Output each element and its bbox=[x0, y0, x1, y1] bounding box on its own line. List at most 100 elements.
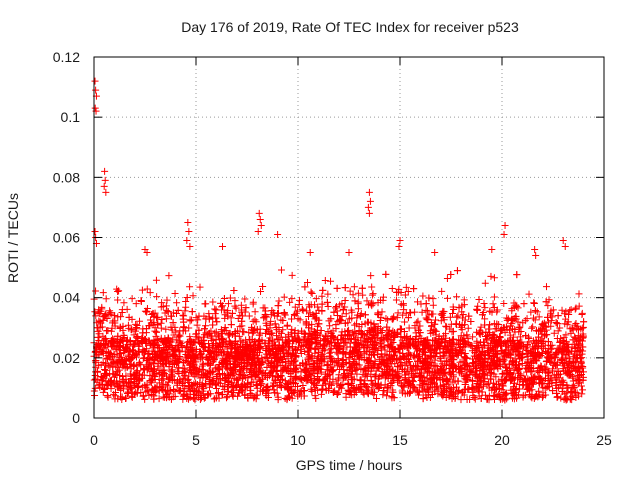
data-point bbox=[218, 330, 226, 338]
data-point bbox=[496, 395, 504, 403]
data-point bbox=[165, 363, 173, 371]
data-point bbox=[336, 301, 344, 309]
data-point bbox=[234, 392, 242, 400]
data-point bbox=[132, 369, 140, 377]
data-point bbox=[396, 349, 404, 357]
data-point bbox=[333, 362, 341, 370]
data-point bbox=[367, 300, 375, 308]
data-point bbox=[555, 384, 563, 392]
data-point bbox=[238, 306, 246, 314]
data-point bbox=[469, 355, 477, 363]
data-point bbox=[446, 325, 454, 333]
data-point bbox=[136, 370, 144, 378]
data-point bbox=[530, 299, 538, 307]
data-point bbox=[340, 366, 348, 374]
data-point bbox=[487, 272, 495, 280]
data-point bbox=[501, 396, 509, 404]
data-point bbox=[135, 360, 143, 368]
data-point bbox=[210, 395, 218, 403]
data-point bbox=[373, 334, 381, 342]
data-point bbox=[202, 300, 210, 308]
data-point bbox=[473, 337, 481, 345]
data-point bbox=[218, 391, 226, 399]
data-point bbox=[473, 305, 481, 313]
data-point bbox=[244, 374, 252, 382]
data-point bbox=[208, 368, 216, 376]
data-point bbox=[189, 292, 197, 300]
data-point bbox=[537, 326, 545, 334]
data-point bbox=[324, 290, 332, 298]
data-point bbox=[200, 325, 208, 333]
data-point bbox=[360, 390, 368, 398]
data-point bbox=[405, 380, 413, 388]
data-point bbox=[489, 300, 497, 308]
data-point bbox=[102, 295, 110, 303]
data-point bbox=[398, 389, 406, 397]
data-point bbox=[194, 316, 202, 324]
data-point bbox=[228, 309, 236, 317]
data-point bbox=[288, 271, 296, 279]
data-point bbox=[406, 351, 414, 359]
data-point bbox=[548, 313, 556, 321]
data-point bbox=[191, 353, 199, 361]
data-point bbox=[197, 351, 205, 359]
data-point bbox=[366, 329, 374, 337]
data-point bbox=[443, 358, 451, 366]
data-point bbox=[527, 348, 535, 356]
data-point bbox=[347, 363, 355, 371]
data-point bbox=[222, 394, 230, 402]
data-point bbox=[119, 322, 127, 330]
data-point bbox=[567, 306, 575, 314]
data-point bbox=[398, 382, 406, 390]
data-point bbox=[241, 391, 249, 399]
data-point bbox=[131, 372, 139, 380]
data-point bbox=[174, 306, 182, 314]
data-point bbox=[235, 332, 243, 340]
data-point bbox=[130, 331, 138, 339]
data-point bbox=[304, 324, 312, 332]
data-point bbox=[162, 387, 170, 395]
data-point bbox=[512, 301, 520, 309]
data-point bbox=[261, 304, 269, 312]
data-point bbox=[377, 335, 385, 343]
data-point bbox=[328, 363, 336, 371]
data-point bbox=[114, 332, 122, 340]
data-point bbox=[515, 380, 523, 388]
data-point bbox=[502, 363, 510, 371]
data-point bbox=[508, 307, 516, 315]
data-point bbox=[525, 290, 533, 298]
data-point bbox=[326, 380, 334, 388]
data-point bbox=[509, 317, 517, 325]
data-point bbox=[397, 333, 405, 341]
data-point bbox=[288, 315, 296, 323]
data-point bbox=[375, 311, 383, 319]
data-point bbox=[401, 361, 409, 369]
data-point bbox=[286, 298, 294, 306]
data-point bbox=[335, 360, 343, 368]
data-point bbox=[119, 385, 127, 393]
data-point bbox=[375, 364, 383, 372]
data-point bbox=[222, 374, 230, 382]
data-point bbox=[185, 372, 193, 380]
data-point bbox=[171, 289, 179, 297]
data-point bbox=[332, 304, 339, 312]
data-point bbox=[480, 371, 488, 379]
data-point bbox=[416, 371, 424, 379]
data-point bbox=[358, 330, 366, 338]
data-point bbox=[207, 369, 215, 377]
data-point bbox=[579, 332, 587, 340]
data-point bbox=[399, 311, 407, 319]
data-point bbox=[476, 330, 484, 338]
data-point bbox=[458, 302, 466, 310]
data-point bbox=[292, 376, 300, 384]
data-point bbox=[114, 287, 122, 295]
data-point bbox=[338, 357, 346, 365]
data-point bbox=[168, 372, 176, 380]
data-point bbox=[201, 379, 209, 387]
data-point bbox=[351, 297, 359, 305]
data-point bbox=[514, 350, 522, 358]
data-point bbox=[257, 287, 265, 295]
data-point bbox=[288, 325, 296, 333]
data-point bbox=[580, 318, 588, 326]
data-point bbox=[481, 279, 489, 287]
